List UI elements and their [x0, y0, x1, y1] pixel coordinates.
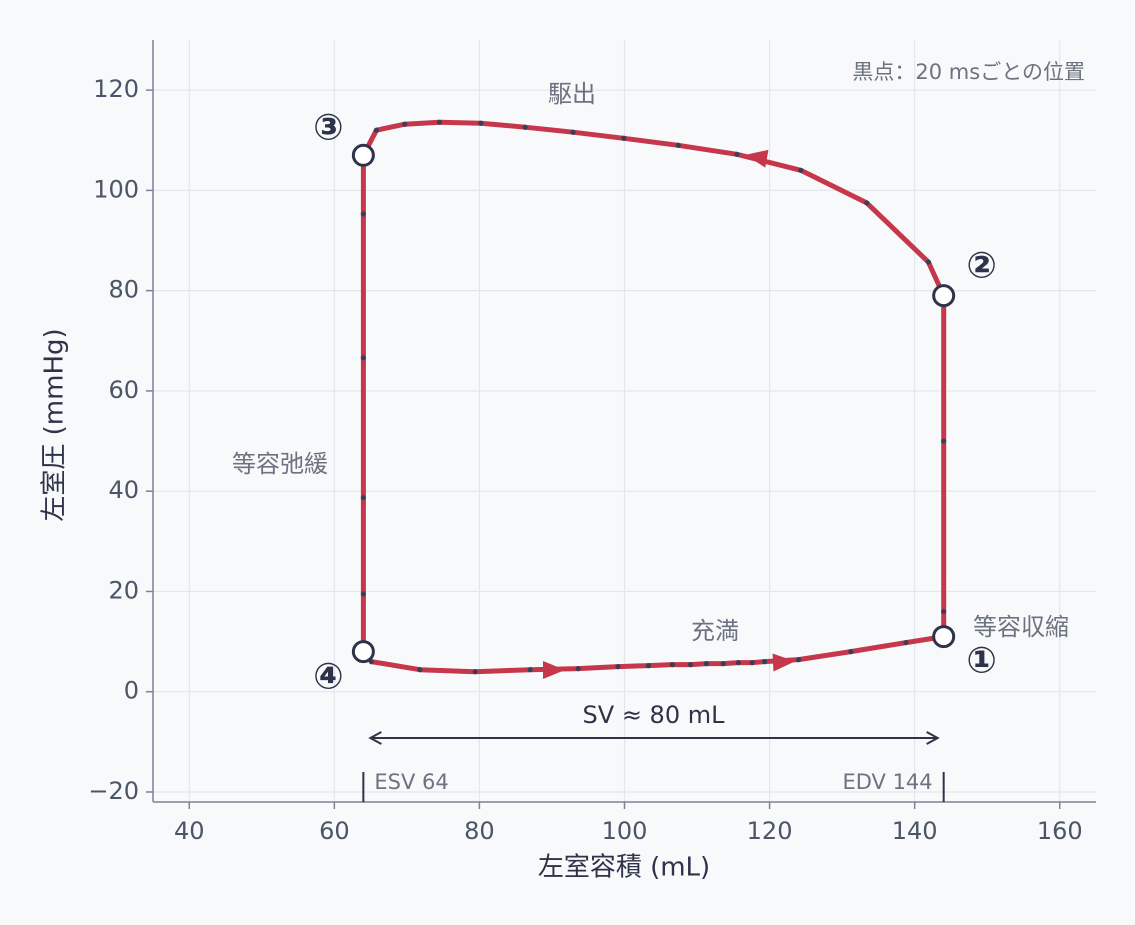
time-dot: [795, 657, 802, 663]
state-label: ③: [313, 107, 343, 148]
y-tick-label: −20: [88, 777, 139, 805]
time-dot: [761, 659, 768, 665]
time-dot: [360, 495, 366, 501]
time-dot: [360, 211, 366, 217]
y-tick-label: 60: [108, 376, 139, 404]
time-dot: [735, 660, 741, 666]
time-dot: [903, 639, 909, 646]
time-dot: [720, 661, 726, 667]
x-tick-label: 40: [174, 817, 205, 845]
x-tick-label: 160: [1037, 817, 1083, 845]
time-dot: [615, 664, 621, 670]
y-tick-label: 80: [108, 276, 139, 304]
time-dot: [798, 167, 804, 173]
sv-arrowhead: [926, 731, 940, 745]
time-dot: [848, 649, 854, 655]
x-tick-label: 60: [319, 817, 350, 845]
state-label: ②: [966, 246, 996, 287]
time-dot: [402, 121, 408, 127]
time-dot: [360, 355, 366, 361]
phase-annotation: 等容弛緩: [232, 450, 328, 478]
y-tick-label: 40: [108, 476, 139, 504]
time-dot: [734, 151, 740, 157]
y-tick-label: 100: [93, 175, 139, 203]
sv-arrowhead: [368, 731, 382, 745]
direction-arrow: [543, 661, 565, 679]
x-tick-label: 100: [602, 817, 648, 845]
phase-annotation: 充満: [691, 617, 739, 645]
y-tick-label: 120: [93, 75, 139, 103]
time-dot: [864, 200, 870, 206]
time-dot: [621, 135, 627, 141]
y-axis-title: 左室圧 (mmHg): [40, 328, 70, 521]
time-dot: [675, 142, 681, 148]
state-label: ①: [966, 641, 996, 682]
loop-line: [360, 119, 947, 675]
time-dot: [669, 662, 675, 668]
x-tick-label: 140: [892, 817, 938, 845]
x-axis-title: 左室容積 (mL): [538, 853, 710, 883]
state-marker: [351, 640, 375, 664]
time-dot: [478, 120, 484, 126]
x-tick-label: 80: [464, 817, 495, 845]
time-dot: [941, 608, 947, 615]
time-dot: [417, 667, 423, 673]
state-label: ④: [313, 657, 343, 698]
time-dot: [360, 591, 366, 597]
time-dot: [925, 259, 932, 265]
y-tick-label: 0: [124, 677, 139, 705]
time-dot: [570, 129, 576, 135]
y-tick-label: 20: [108, 576, 139, 604]
sv-label: SV ≈ 80 mL: [583, 701, 726, 729]
edv-label: EDV 144: [842, 770, 932, 794]
phase-annotation: 黒点：20 msごとの位置: [852, 60, 1085, 84]
time-dot: [941, 438, 947, 444]
state-marker: [351, 143, 375, 167]
x-tick-label: 120: [747, 817, 793, 845]
time-dot: [687, 662, 694, 668]
time-dot: [645, 663, 652, 669]
phase-annotation: 等容収縮: [973, 613, 1069, 641]
time-dot: [703, 661, 710, 667]
state-marker: [932, 625, 956, 649]
time-dot: [522, 124, 528, 130]
time-dot: [436, 119, 443, 125]
esv-label: ESV 64: [374, 770, 448, 794]
direction-arrow: [772, 653, 795, 672]
time-dot: [749, 660, 755, 666]
phase-annotation: 駆出: [548, 80, 596, 108]
time-dot: [472, 669, 478, 675]
direction-arrow: [745, 149, 769, 168]
time-dot: [575, 666, 581, 672]
state-marker: [932, 284, 956, 308]
time-dot: [373, 127, 380, 133]
time-dot: [527, 667, 533, 673]
